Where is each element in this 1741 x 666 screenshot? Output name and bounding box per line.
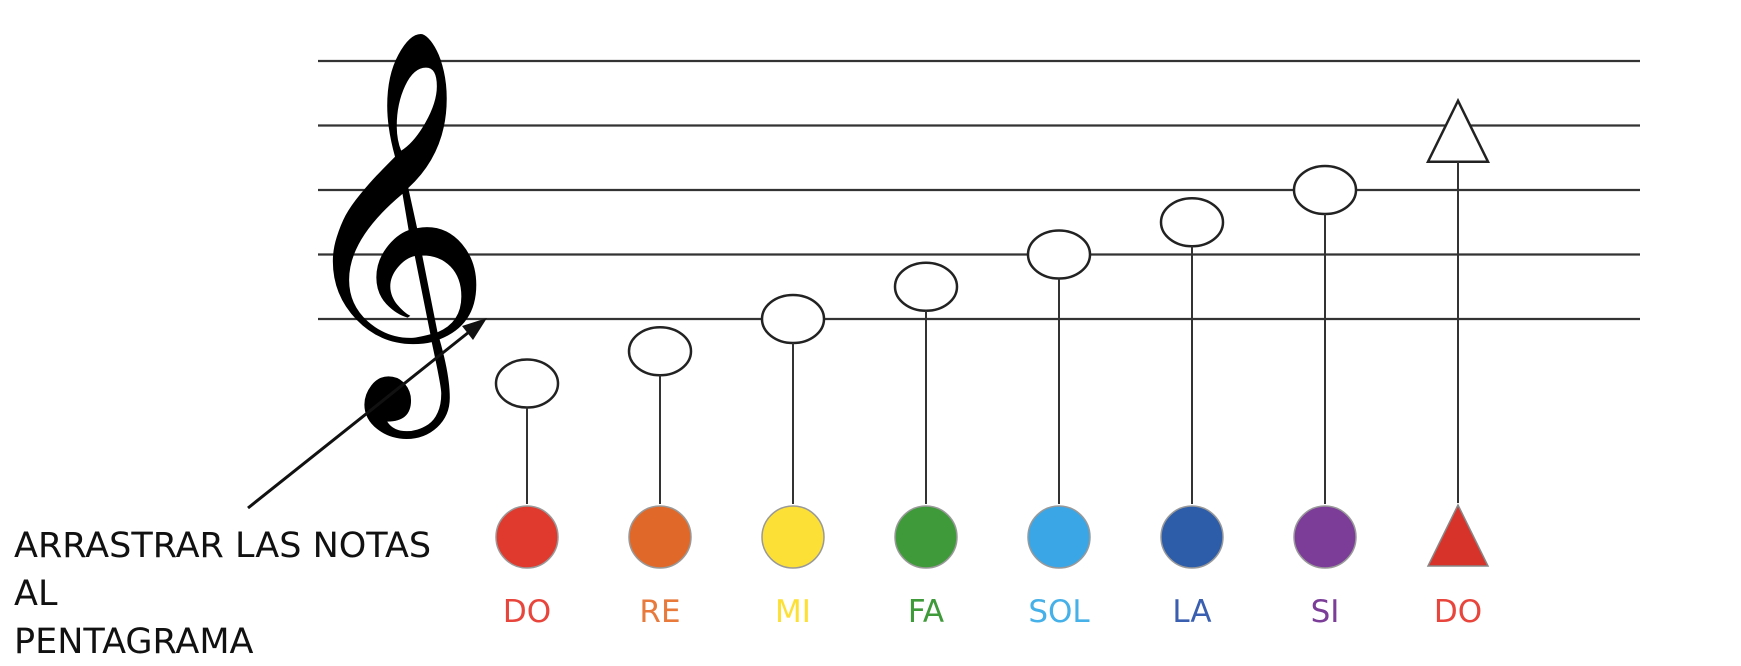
note-head xyxy=(893,261,959,312)
note-label: LA xyxy=(1172,594,1211,630)
note-head xyxy=(1292,164,1358,216)
note-head-triangle xyxy=(1425,97,1491,163)
treble-clef-icon: 𝄞 xyxy=(292,25,493,441)
note-head xyxy=(494,358,560,409)
note-label: RE xyxy=(639,594,680,630)
color-marker[interactable] xyxy=(628,505,692,569)
note-do-8[interactable]: DO xyxy=(1425,97,1491,630)
note-head xyxy=(1026,229,1092,280)
color-marker-triangle[interactable] xyxy=(1426,503,1490,567)
note-re-2[interactable]: RE xyxy=(627,326,693,630)
note-label: MI xyxy=(775,594,811,630)
instruction-line-2: PENTAGRAMA xyxy=(14,622,254,662)
note-do-1[interactable]: DO xyxy=(494,358,560,631)
note-mi-3[interactable]: MI xyxy=(760,293,826,630)
notes-layer: DO RE MI FA SOL LA SI DO xyxy=(494,97,1491,631)
note-label: DO xyxy=(503,594,551,630)
note-head xyxy=(760,293,826,345)
color-marker[interactable] xyxy=(1293,505,1357,569)
instruction-line-1: ARRASTRAR LAS NOTAS AL xyxy=(14,526,432,614)
note-label: SI xyxy=(1311,594,1340,630)
note-fa-4[interactable]: FA xyxy=(893,261,959,630)
color-marker[interactable] xyxy=(894,505,958,569)
color-marker[interactable] xyxy=(495,505,559,569)
note-si-7[interactable]: SI xyxy=(1292,164,1358,630)
note-label: FA xyxy=(908,594,944,630)
color-marker[interactable] xyxy=(761,505,825,569)
staff xyxy=(318,59,1640,321)
color-marker[interactable] xyxy=(1160,505,1224,569)
note-la-6[interactable]: LA xyxy=(1159,197,1225,630)
note-label: DO xyxy=(1434,594,1482,630)
color-marker[interactable] xyxy=(1027,505,1091,569)
note-label: SOL xyxy=(1028,594,1090,630)
note-head xyxy=(627,326,693,377)
drag-arrow xyxy=(247,318,487,510)
note-sol-5[interactable]: SOL xyxy=(1026,229,1092,631)
instruction-text: ARRASTRAR LAS NOTAS AL PENTAGRAMA xyxy=(14,522,484,666)
note-head xyxy=(1159,197,1225,248)
